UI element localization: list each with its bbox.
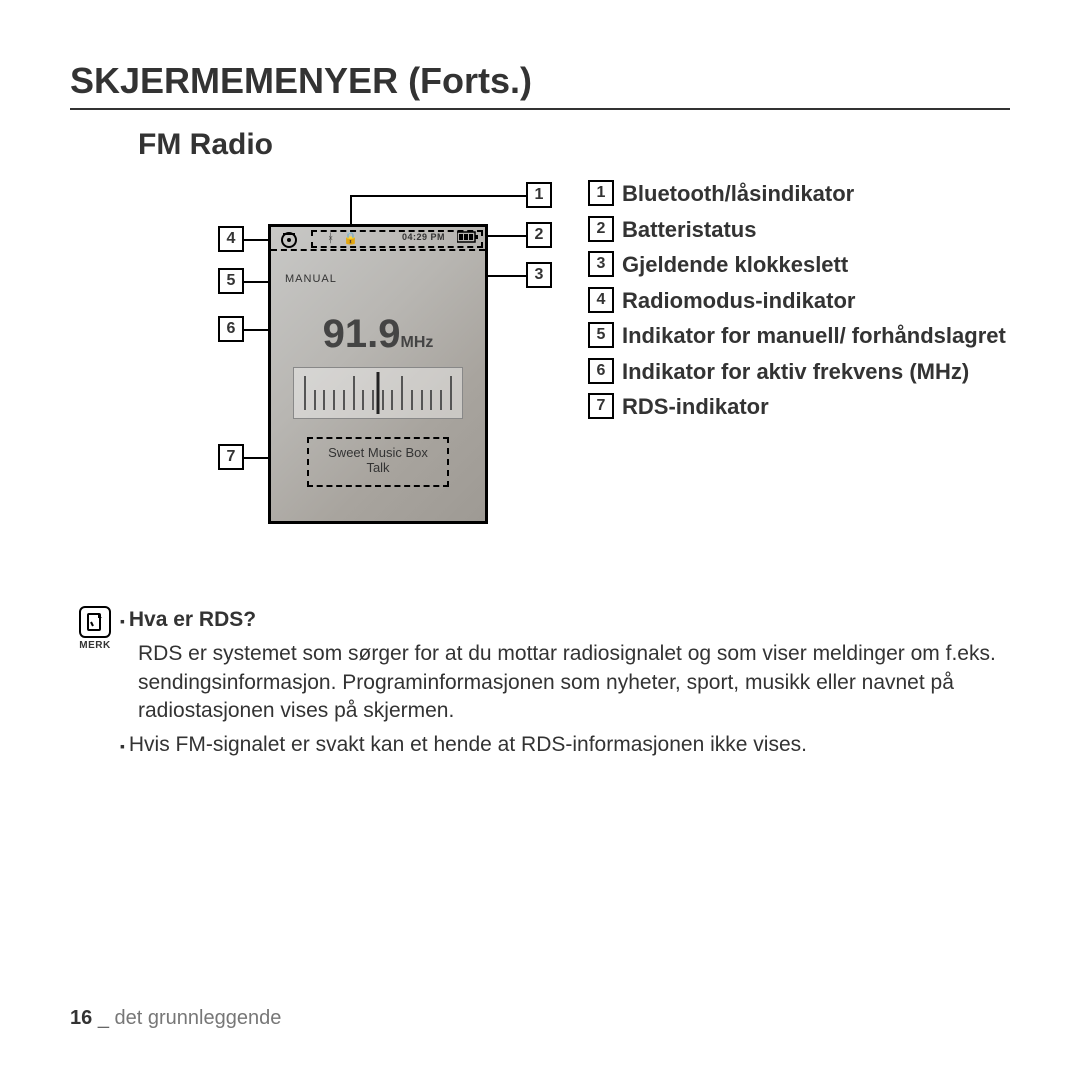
legend-row: 1 Bluetooth/låsindikator xyxy=(588,176,1006,212)
legend-text: Gjeldende klokkeslett xyxy=(622,247,1006,283)
clock-text: 04:29 PM xyxy=(402,232,445,242)
section-subtitle: FM Radio xyxy=(138,128,1010,162)
note-block: MERK Hva er RDS? RDS er systemet som sør… xyxy=(70,606,1010,766)
status-bar: ᚼ 🔒 04:29 PM xyxy=(271,227,485,251)
legend-number: 4 xyxy=(588,287,614,313)
page-number: 16 xyxy=(70,1007,92,1029)
note-question: Hva er RDS? xyxy=(129,608,256,631)
note-icon xyxy=(79,606,111,638)
frequency-display: 91.9MHz xyxy=(271,312,485,357)
legend-table: 1 Bluetooth/låsindikator 2 Batteristatus 3 Gj… xyxy=(588,176,1006,425)
legend-number: 2 xyxy=(588,216,614,242)
device-screen: ᚼ 🔒 04:29 PM MANUAL 91.9MHz xyxy=(268,224,488,524)
mode-label: MANUAL xyxy=(285,273,337,285)
legend-number: 5 xyxy=(588,322,614,348)
page-title: SKJERMEMENYER (Forts.) xyxy=(70,60,1010,110)
note-label: MERK xyxy=(70,640,120,651)
legend-number: 6 xyxy=(588,358,614,384)
callout-5: 5 xyxy=(218,268,244,294)
callout-6: 6 xyxy=(218,316,244,342)
legend-text: Batteristatus xyxy=(622,212,1006,248)
legend-text: RDS-indikator xyxy=(622,389,1006,425)
legend-text: Indikator for aktiv frekvens (MHz) xyxy=(622,354,1006,390)
legend-row: 4 Radiomodus-indikator xyxy=(588,283,1006,319)
device-diagram: 4 5 6 7 1 2 3 xyxy=(138,176,558,546)
page-footer: 16 _ det grunnleggende xyxy=(70,1007,281,1030)
legend-row: 6 Indikator for aktiv frekvens (MHz) xyxy=(588,354,1006,390)
note-paragraph-2: Hvis FM-signalet er svakt kan et hende a… xyxy=(129,733,807,756)
legend-row: 5 Indikator for manuell/ forhåndslagret xyxy=(588,318,1006,354)
bluetooth-icon: ᚼ xyxy=(327,231,334,245)
battery-icon xyxy=(457,231,479,246)
callout-1: 1 xyxy=(526,182,552,208)
legend-number: 1 xyxy=(588,180,614,206)
legend-row: 7 RDS-indikator xyxy=(588,389,1006,425)
callout-2: 2 xyxy=(526,222,552,248)
callout-3: 3 xyxy=(526,262,552,288)
rds-display: Sweet Music Box Talk xyxy=(307,437,449,487)
footer-section: det grunnleggende xyxy=(115,1007,282,1029)
note-paragraph-1: RDS er systemet som sørger for at du mot… xyxy=(138,640,1010,725)
frequency-value: 91.9 xyxy=(323,312,401,356)
lock-icon: 🔒 xyxy=(343,231,358,245)
rds-line2: Talk xyxy=(309,460,447,475)
legend-row: 2 Batteristatus xyxy=(588,212,1006,248)
frequency-unit: MHz xyxy=(400,334,433,351)
legend-text: Bluetooth/låsindikator xyxy=(622,176,1006,212)
callout-4: 4 xyxy=(218,226,244,252)
callout-7: 7 xyxy=(218,444,244,470)
radio-icon xyxy=(279,230,299,251)
rds-line1: Sweet Music Box xyxy=(309,445,447,460)
legend-number: 7 xyxy=(588,393,614,419)
legend-text: Radiomodus-indikator xyxy=(622,283,1006,319)
tuning-dial xyxy=(293,367,463,419)
legend-row: 3 Gjeldende klokkeslett xyxy=(588,247,1006,283)
legend-text: Indikator for manuell/ forhåndslagret xyxy=(622,318,1006,354)
legend-number: 3 xyxy=(588,251,614,277)
